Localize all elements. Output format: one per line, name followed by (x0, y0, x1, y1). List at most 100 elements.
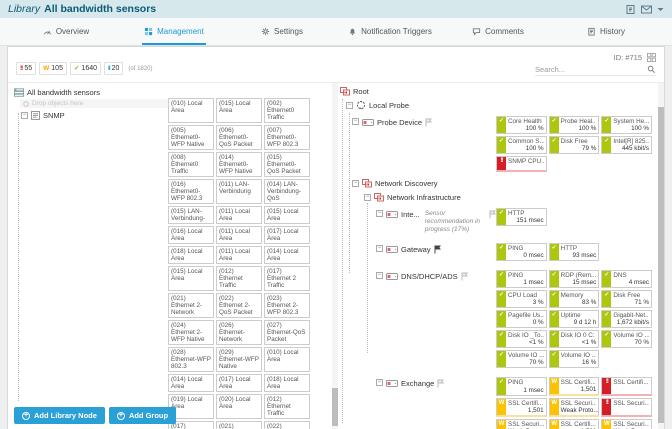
library-sensor-chip[interactable]: (005) Ethernet0-WFP Native (168, 125, 214, 150)
library-sensor-chip[interactable]: (017) Local Area (264, 226, 310, 244)
library-sensor-chip[interactable]: (022) Ethernet 2-QoS Packet (216, 293, 262, 318)
library-sensor-chip[interactable]: (014) Local Area (168, 374, 214, 392)
tab-comments[interactable]: Comments (444, 18, 552, 45)
library-sensor-chip[interactable]: (007) Ethernet0-WFP 802.3 (264, 125, 310, 150)
sensor-chip[interactable]: SSL Certifi...1,501 (496, 398, 547, 417)
library-sensor-chip[interactable]: (015) Ethernet0-QoS Packet (264, 152, 310, 177)
tab-settings[interactable]: Settings (228, 18, 336, 45)
flag-icon[interactable] (461, 272, 468, 281)
tree-node-root[interactable]: Root (338, 87, 664, 96)
grid-icon[interactable] (647, 53, 656, 62)
drop-target[interactable]: Drop objects here (20, 99, 170, 108)
library-sensor-chip[interactable]: (014) Local Area (264, 246, 310, 264)
library-sensor-chip[interactable]: (014) Ethernet0-WFP Native (216, 152, 262, 177)
sensor-chip[interactable]: Volume IO ...70 % (496, 350, 547, 368)
export-document-icon[interactable] (626, 4, 636, 15)
tree-node-local-probe[interactable]: Local Probe (338, 100, 664, 110)
tree-node-dns-dhcp-ads[interactable]: DNS/DHCP/ADS (338, 270, 496, 281)
left-scrollbar[interactable] (332, 83, 338, 429)
library-sensor-chip[interactable]: (010) Local Area (264, 347, 310, 372)
tree-node-network-discovery[interactable]: Network Discovery (338, 179, 664, 188)
library-sensor-chip[interactable]: (012) Ethernet Traffic (216, 266, 262, 291)
add-group-button[interactable]: Add Group (108, 407, 177, 424)
right-scrollbar-thumb[interactable] (658, 107, 664, 423)
sensor-chip[interactable]: Volume IO ...70 % (601, 330, 652, 348)
library-sensor-chip[interactable]: (021) Ethernet 2-Network (168, 293, 214, 318)
tab-management[interactable]: Management (120, 18, 228, 45)
mail-icon[interactable] (641, 5, 652, 14)
sensor-chip[interactable]: SSL Securi...Weak Proto... (496, 419, 547, 429)
sensor-chip[interactable]: SSL Certifi... (601, 377, 652, 396)
flag-icon[interactable] (434, 245, 441, 254)
library-sensor-chip[interactable]: (015) Local Area (264, 206, 310, 224)
badge-paused[interactable]: 20 (104, 62, 124, 75)
sensor-chip[interactable]: SSL Certifi...1,501 (548, 419, 600, 429)
library-sensor-chip[interactable]: (029) Ethernet-WFP Native (216, 347, 262, 372)
sensor-chip[interactable]: Pagefile Us...0 % (496, 310, 547, 328)
library-root-node[interactable]: All bandwidth sensors (8, 83, 338, 97)
library-sensor-chip[interactable]: (017) Ethernet 2 Traffic (168, 421, 214, 429)
library-sensor-chip[interactable]: (017) Ethernet 2 Traffic (264, 266, 310, 291)
sensor-chip[interactable]: Common S...100 % (496, 136, 547, 154)
sensor-chip[interactable]: RDP (Rem...15 msec (548, 270, 600, 288)
tab-overview[interactable]: Overview (12, 18, 120, 45)
badge-warning[interactable]: 105 (39, 62, 67, 75)
library-sensor-chip[interactable]: (016) Local Area (168, 226, 214, 244)
sensor-chip[interactable]: System He...100 % (601, 116, 652, 134)
search-input[interactable] (535, 65, 647, 74)
collapse-icon[interactable] (346, 101, 353, 109)
caret-down-icon[interactable] (657, 7, 664, 12)
badge-down[interactable]: 55 (16, 62, 37, 75)
library-sensor-chip[interactable]: (028) Ethernet-WFP 802.3 (168, 347, 214, 372)
sensor-chip[interactable]: Probe Heal...100 % (548, 116, 600, 134)
collapse-icon[interactable] (364, 194, 371, 201)
sensor-chip[interactable]: Disk IO _To...<1 % (496, 330, 547, 348)
sensor-chip[interactable]: Intel[R] 825...445 kbit/s (601, 136, 652, 154)
collapse-icon[interactable] (352, 118, 359, 125)
tree-node-gateway[interactable]: Gateway (338, 243, 496, 254)
library-sensor-chip[interactable]: (023) Ethernet 2-WFP 802.3 (264, 293, 310, 318)
sensor-chip[interactable]: SSL Securi...Weak Proto... (548, 398, 600, 417)
collapse-icon[interactable] (352, 180, 359, 187)
tree-node-network-infrastructure[interactable]: Network Infrastructure (338, 193, 664, 202)
library-sensor-chip[interactable]: (011) Local Area (216, 246, 262, 264)
sensor-chip[interactable]: SSL Certifi...1,501 (548, 377, 600, 396)
library-sensor-chip[interactable]: (010) Local Area (168, 98, 214, 123)
tab-history[interactable]: History (552, 18, 660, 45)
library-sensor-chip[interactable]: (011) Local Area (216, 206, 262, 224)
left-scrollbar-thumb[interactable] (332, 388, 338, 426)
library-sensor-chip[interactable]: (008) Ethernet0 Traffic (168, 152, 214, 177)
library-sensor-chip[interactable]: (015) Local Area (216, 98, 262, 123)
collapse-icon[interactable] (376, 272, 383, 279)
sensor-chip[interactable]: SNMP CPU... (496, 156, 547, 172)
tree-node-internet[interactable]: Inte... Sensor recommendation in progres… (338, 208, 496, 234)
sensor-chip[interactable]: Gigabit-Net...1,672 kbit/s (601, 310, 652, 328)
library-sensor-chip[interactable]: (027) Ethernet-QoS Packet (264, 320, 310, 345)
library-sensor-chip[interactable]: (006) Ethernet0-QoS Packet (216, 125, 262, 150)
add-library-node-button[interactable]: Add Library Node (14, 407, 105, 424)
library-sensor-chip[interactable]: (022) Ethernet 2-QoS Packet (264, 421, 310, 429)
collapse-icon[interactable] (376, 379, 383, 386)
library-sensor-chip[interactable]: (017) Local Area (216, 374, 262, 392)
tab-notification-triggers[interactable]: Notification Triggers (336, 18, 444, 45)
library-sensor-chip[interactable]: (015) Local Area (168, 266, 214, 291)
right-scrollbar[interactable] (658, 83, 664, 429)
flag-icon[interactable] (437, 379, 445, 388)
library-sensor-chip[interactable]: (018) Local Area (264, 374, 310, 392)
sensor-chip[interactable]: SSL Securi...Weak Proto... (601, 419, 652, 429)
library-sensor-chip[interactable]: (026) Ethernet-Network (216, 320, 262, 345)
library-sensor-chip[interactable]: (011) Local Area (216, 226, 262, 244)
collapse-icon[interactable] (376, 245, 383, 252)
library-node-snmp[interactable]: SNMP (8, 108, 338, 120)
